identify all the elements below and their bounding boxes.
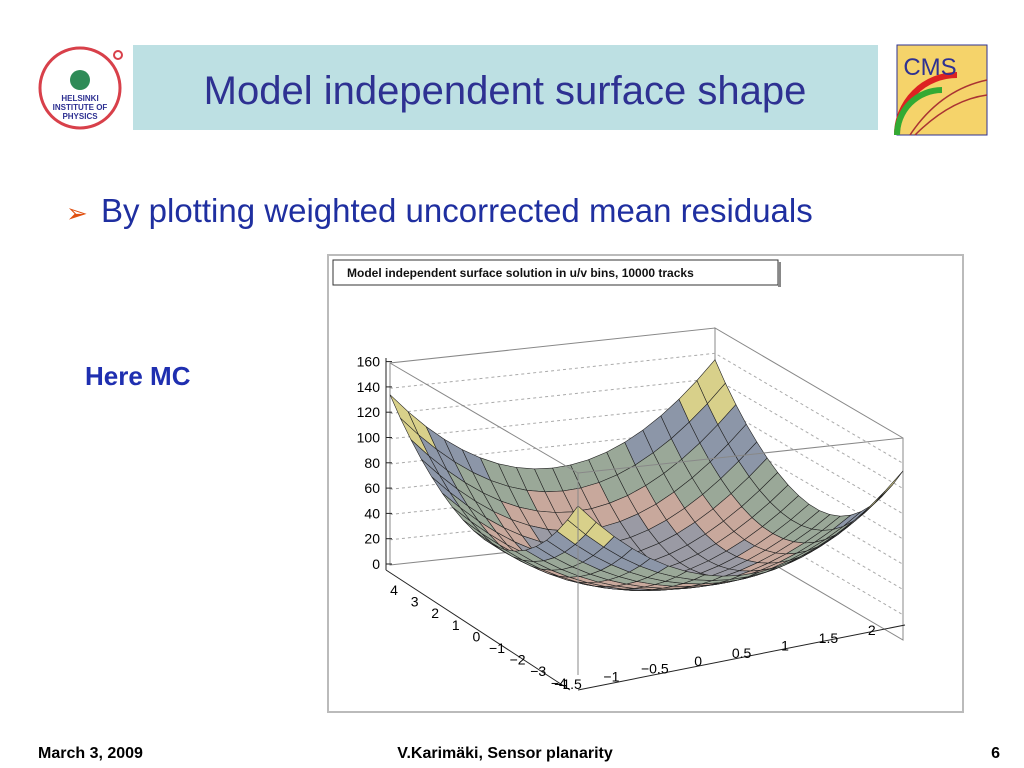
bullet-arrow: ➢: [66, 198, 88, 228]
slide-title: Model independent surface shape: [204, 69, 807, 113]
axis: [577, 624, 906, 691]
logo-text: HELSINKI: [61, 94, 98, 103]
x-tick-label: 0: [694, 653, 702, 669]
wall-grid: [389, 352, 904, 464]
y-tick-label: 2: [431, 605, 439, 621]
axis: [385, 569, 571, 691]
z-tick-label: 0: [372, 556, 380, 572]
y-tick-label: −2: [510, 652, 526, 668]
logo-text: PHYSICS: [62, 112, 98, 121]
z-tick-label: 120: [357, 404, 381, 420]
z-tick-label: 20: [364, 531, 380, 547]
z-tick-label: 140: [357, 379, 381, 395]
y-tick-label: 3: [411, 594, 419, 610]
z-tick-label: 80: [364, 455, 380, 471]
logo-right: CMS: [894, 44, 988, 136]
y-tick-label: 0: [473, 628, 481, 644]
figure-title: Model independent surface solution in u/…: [347, 266, 694, 280]
shadow: [778, 262, 781, 287]
x-tick-label: −0.5: [641, 661, 669, 677]
y-tick-label: −1: [489, 640, 505, 656]
y-tick-label: 1: [452, 617, 460, 633]
x-tick-label: 1.5: [819, 630, 839, 646]
footer-author: V.Karimäki, Sensor planarity: [397, 745, 613, 762]
x-tick-label: 2: [868, 622, 876, 638]
surface-cell: [567, 505, 597, 535]
page-number: 6: [991, 745, 1000, 762]
y-tick-label: −4: [551, 675, 567, 691]
logo-text: CMS: [903, 54, 956, 81]
y-tick-label: 4: [390, 582, 398, 598]
note: Here MC: [85, 361, 191, 391]
bullet-text: By plotting weighted uncorrected mean re…: [101, 192, 813, 229]
y-tick-label: −3: [530, 663, 546, 679]
x-tick-label: 1: [781, 638, 789, 654]
z-tick-label: 60: [364, 480, 380, 496]
x-tick-label: 0.5: [732, 645, 752, 661]
z-tick-label: 100: [357, 430, 381, 446]
title-band: [133, 45, 878, 130]
x-tick-label: −1.5: [554, 676, 582, 692]
logo-left: HELSINKI INSTITUTE OF PHYSICS: [38, 46, 123, 130]
x-tick-label: −1: [603, 668, 619, 684]
z-tick-label: 40: [364, 505, 380, 521]
logo-text: INSTITUTE OF: [53, 103, 108, 112]
footer-date: March 3, 2009: [38, 745, 143, 762]
z-tick-label: 160: [357, 354, 381, 370]
